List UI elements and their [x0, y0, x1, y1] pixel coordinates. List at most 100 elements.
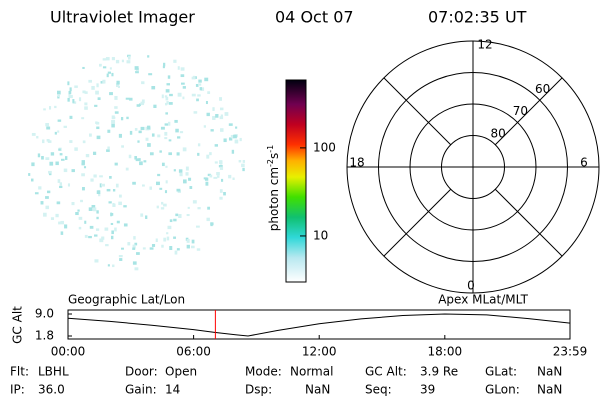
info-value: Open	[165, 365, 197, 379]
pixel	[177, 66, 180, 70]
pixel	[197, 152, 200, 156]
pixel	[78, 97, 82, 102]
pixel	[176, 152, 180, 156]
pixel	[96, 210, 99, 214]
pixel	[175, 128, 179, 133]
pixel	[231, 149, 235, 154]
pixel	[242, 159, 246, 163]
pixel	[114, 227, 117, 232]
pixel	[219, 116, 224, 120]
pixel	[185, 166, 189, 171]
pixel	[111, 213, 114, 216]
pixel	[42, 139, 45, 144]
pixel	[177, 136, 181, 139]
pixel	[119, 258, 123, 261]
pixel	[242, 167, 245, 172]
pixel	[192, 200, 197, 204]
pixel	[207, 206, 211, 210]
title: Ultraviolet Imager	[50, 8, 195, 27]
polar-mlt-label: 12	[477, 38, 492, 52]
pixel	[196, 225, 200, 228]
pixel	[128, 154, 132, 159]
pixel	[112, 203, 116, 207]
pixel	[60, 231, 64, 235]
pixel	[69, 94, 73, 99]
pixel	[164, 190, 168, 194]
pixel	[212, 116, 216, 120]
pixel	[48, 106, 52, 110]
info-value: Normal	[290, 365, 333, 379]
polar-ring-label: 80	[490, 126, 505, 140]
pixel	[167, 75, 171, 79]
pixel	[186, 214, 190, 217]
gc-alt-line	[67, 313, 571, 337]
pixel	[196, 248, 201, 251]
pixel	[54, 131, 57, 135]
pixel	[112, 264, 115, 268]
pixel	[239, 137, 242, 142]
pixel	[47, 140, 52, 143]
pixel	[95, 121, 98, 124]
pixel	[92, 207, 97, 212]
pixel	[193, 111, 198, 114]
pixel	[220, 128, 224, 132]
pixel	[179, 131, 184, 134]
pixel	[164, 123, 169, 126]
pixel	[155, 181, 160, 186]
info-label: Seq:	[365, 383, 392, 397]
pixel	[219, 196, 223, 200]
pixel	[161, 201, 164, 205]
pixel	[166, 232, 169, 235]
pixel	[238, 160, 242, 163]
pixel	[58, 148, 61, 151]
pixel	[105, 57, 110, 61]
pixel	[123, 205, 127, 208]
pixel	[81, 117, 85, 120]
pixel	[192, 75, 196, 79]
pixel	[74, 85, 78, 88]
pixel	[161, 244, 164, 248]
pixel	[57, 90, 61, 95]
pixel	[115, 183, 119, 188]
pixel	[85, 153, 90, 158]
pixel	[164, 137, 168, 140]
pixel	[106, 188, 111, 192]
pixel	[143, 160, 147, 163]
y-tick-label: 9.0	[35, 307, 54, 321]
pixel	[215, 114, 219, 118]
pixel	[136, 252, 140, 255]
y-tick-label: 1.8	[35, 329, 54, 343]
pixel	[151, 244, 156, 247]
pixel	[230, 134, 235, 139]
pixel	[111, 120, 116, 124]
pixel	[31, 178, 34, 182]
info-label: Dsp:	[245, 383, 272, 397]
pixel	[185, 172, 189, 176]
pixel	[121, 59, 124, 63]
pixel	[168, 139, 172, 142]
pixel	[209, 174, 213, 178]
pixel	[161, 162, 165, 167]
pixel	[72, 99, 75, 103]
pixel	[69, 87, 72, 92]
pixel	[132, 181, 136, 185]
pixel	[163, 203, 167, 207]
pixel	[205, 100, 208, 105]
pixel	[195, 83, 199, 87]
pixel	[37, 153, 41, 158]
pixel	[98, 193, 101, 197]
colorbar-tick-label: 100	[313, 140, 336, 154]
pixel	[169, 93, 173, 97]
pixel	[216, 172, 220, 176]
pixel	[197, 207, 201, 210]
pixel	[104, 227, 109, 231]
pixel	[89, 225, 94, 229]
pixel	[55, 161, 59, 166]
pixel	[206, 112, 210, 117]
info-value: 36.0	[38, 383, 65, 397]
pixel	[55, 213, 59, 218]
pixel	[41, 156, 44, 160]
pixel	[161, 94, 164, 99]
x-tick-label: 12:00	[302, 345, 337, 359]
pixel	[50, 217, 55, 220]
